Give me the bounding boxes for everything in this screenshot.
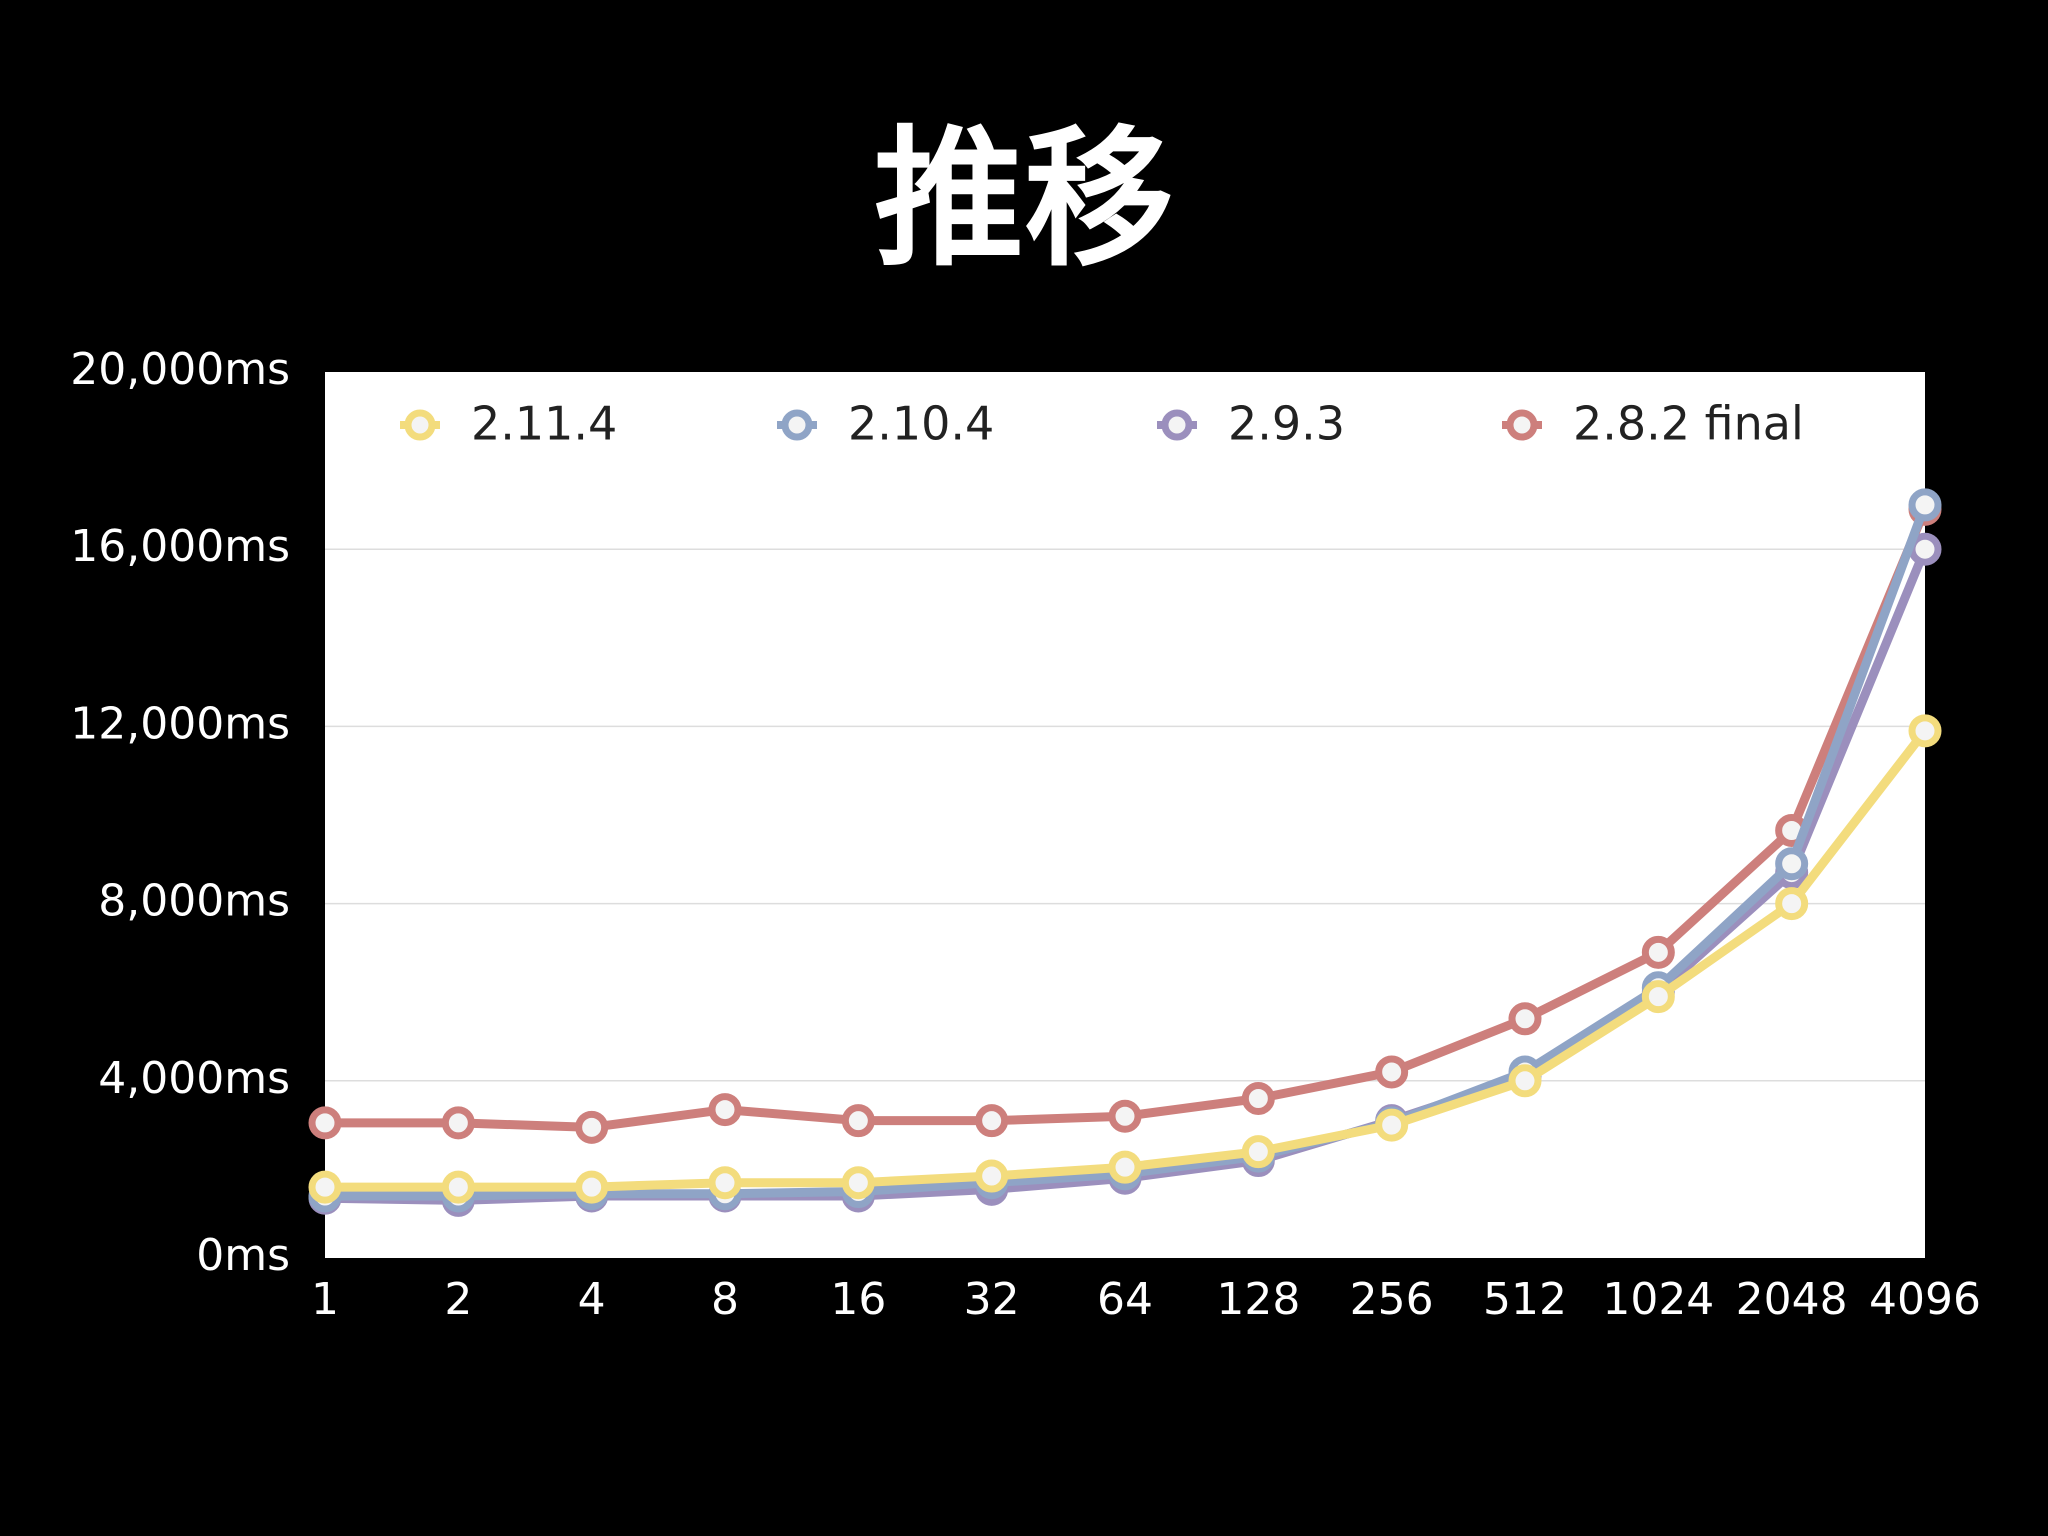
data-point: [575, 1170, 609, 1204]
legend-marker: [781, 409, 813, 441]
data-point: [841, 1166, 875, 1200]
data-point: [308, 1170, 342, 1204]
x-tick-label: 32: [964, 1274, 1020, 1325]
y-tick-label: 0ms: [196, 1230, 290, 1281]
data-point: [1508, 1002, 1542, 1036]
data-point: [1908, 488, 1942, 522]
data-point: [1641, 935, 1675, 969]
legend-label: 2.10.4: [848, 397, 994, 451]
x-tick-label: 2048: [1736, 1274, 1848, 1325]
data-point: [708, 1093, 742, 1127]
data-point: [1108, 1099, 1142, 1133]
x-tick-label: 1024: [1602, 1274, 1714, 1325]
data-point: [1508, 1064, 1542, 1098]
x-tick-label: 16: [830, 1274, 886, 1325]
y-tick-label: 16,000ms: [70, 521, 290, 572]
x-tick-label: 2: [444, 1274, 472, 1325]
chart-title: 推移: [874, 113, 1174, 287]
y-tick-label: 8,000ms: [98, 876, 290, 927]
data-point: [1241, 1082, 1275, 1116]
x-tick-label: 8: [711, 1274, 739, 1325]
data-point: [1908, 714, 1942, 748]
legend-label: 2.11.4: [471, 397, 617, 451]
x-tick-label: 512: [1483, 1274, 1567, 1325]
y-tick-label: 4,000ms: [98, 1053, 290, 1104]
data-point: [1375, 1055, 1409, 1089]
legend-marker: [404, 409, 436, 441]
data-point: [441, 1170, 475, 1204]
legend-label: 2.9.3: [1228, 397, 1345, 451]
data-point: [708, 1166, 742, 1200]
data-point: [1775, 887, 1809, 921]
x-tick-label: 128: [1216, 1274, 1300, 1325]
data-point: [1775, 847, 1809, 881]
y-tick-label: 20,000ms: [70, 344, 290, 395]
x-tick-label: 256: [1350, 1274, 1434, 1325]
data-point: [1375, 1108, 1409, 1142]
legend-label: 2.8.2 final: [1573, 397, 1804, 451]
data-point: [308, 1106, 342, 1140]
data-point: [1108, 1150, 1142, 1184]
data-point: [575, 1110, 609, 1144]
data-point: [441, 1106, 475, 1140]
data-point: [841, 1104, 875, 1138]
data-point: [975, 1159, 1009, 1193]
data-point: [975, 1104, 1009, 1138]
x-tick-label: 1: [311, 1274, 339, 1325]
y-tick-label: 12,000ms: [70, 698, 290, 749]
x-tick-label: 4096: [1869, 1274, 1981, 1325]
x-tick-label: 4: [578, 1274, 606, 1325]
legend-marker: [1506, 409, 1538, 441]
data-point: [1241, 1135, 1275, 1169]
legend-marker: [1161, 409, 1193, 441]
x-tick-label: 64: [1097, 1274, 1153, 1325]
data-point: [1641, 980, 1675, 1014]
